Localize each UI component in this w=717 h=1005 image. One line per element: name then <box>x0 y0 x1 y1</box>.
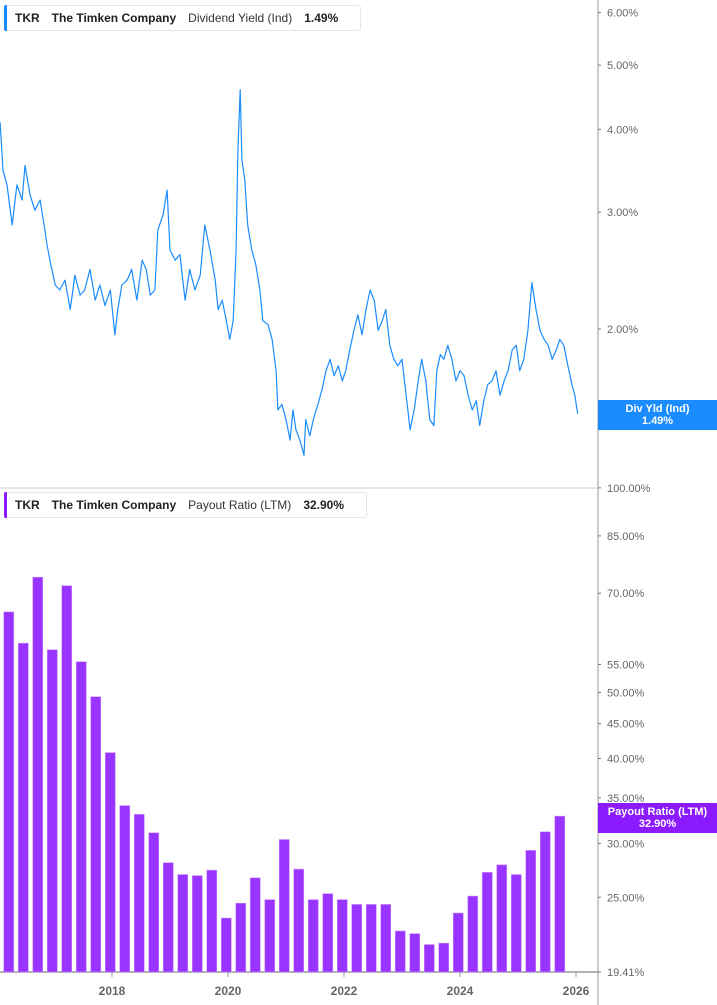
payout-bar <box>177 874 189 973</box>
payout-bar <box>3 611 15 973</box>
payout-bar <box>148 832 160 973</box>
legend-company: The Timken Company <box>51 11 177 25</box>
dividend-yield-value-tag: Div Yld (Ind) 1.49% <box>598 400 717 430</box>
payout-bar <box>17 642 29 973</box>
y-tick-label: 70.00% <box>607 588 645 600</box>
payout-bar <box>162 862 174 973</box>
legend-ticker: TKR <box>15 498 40 512</box>
payout-bar <box>32 576 44 973</box>
y-tick-label: 40.00% <box>607 753 645 765</box>
payout-bar <box>75 661 87 973</box>
payout-bar <box>293 868 305 973</box>
payout-bar <box>307 899 319 973</box>
legend-value: 32.90% <box>303 498 345 512</box>
payout-bar <box>525 850 537 973</box>
tag-label: Div Yld (Ind) <box>625 403 690 415</box>
y-tick-label: 5.00% <box>607 60 638 72</box>
tag-label: Payout Ratio (LTM) <box>607 806 708 818</box>
payout-bar <box>380 904 392 973</box>
legend-ticker: TKR <box>15 11 40 25</box>
y-tick-label: 50.00% <box>607 688 645 700</box>
payout-bar <box>365 904 377 973</box>
payout-bar <box>235 902 247 973</box>
payout-bar <box>394 930 406 973</box>
y-tick-label: 2.00% <box>607 324 638 336</box>
payout-bar <box>249 877 261 973</box>
payout-bar <box>119 805 131 973</box>
legend-value: 1.49% <box>304 11 339 25</box>
legend-metric: Payout Ratio (LTM) <box>188 498 292 512</box>
payout-bar <box>481 872 493 973</box>
payout-bar <box>191 875 203 973</box>
payout-bar <box>278 839 290 973</box>
x-tick-label: 2026 <box>563 984 590 998</box>
y-tick-label: 55.00% <box>607 659 645 671</box>
payout-bar <box>90 696 102 973</box>
y-tick-label: 45.00% <box>607 719 645 731</box>
payout-bar <box>46 649 58 973</box>
payout-bar <box>510 874 522 973</box>
x-tick-label: 2022 <box>331 984 358 998</box>
payout-bar <box>452 912 464 973</box>
payout-bar <box>133 814 145 973</box>
payout-bar <box>467 895 479 973</box>
payout-bar <box>554 815 566 973</box>
x-tick-label: 2018 <box>99 984 126 998</box>
payout-bar <box>351 904 363 973</box>
dividend-yield-legend: TKR The Timken Company Dividend Yield (I… <box>4 5 362 31</box>
payout-bar <box>220 917 232 973</box>
dividend-yield-line <box>0 89 579 456</box>
payout-bar <box>322 893 334 973</box>
payout-bar <box>104 752 116 973</box>
tag-value: 32.90% <box>638 818 677 830</box>
y-tick-label: 3.00% <box>607 207 638 219</box>
y-tick-label: 4.00% <box>607 124 638 136</box>
x-tick-label: 2024 <box>447 984 474 998</box>
legend-color-marker <box>4 5 7 31</box>
y-tick-label: 100.00% <box>607 483 651 495</box>
y-tick-label: 19.41% <box>607 967 645 979</box>
legend-color-marker <box>4 492 7 518</box>
payout-bars <box>3 576 566 973</box>
y-tick-label: 35.00% <box>607 793 645 805</box>
payout-bar <box>206 869 218 973</box>
payout-ratio-legend: TKR The Timken Company Payout Ratio (LTM… <box>4 492 368 518</box>
payout-bar <box>264 899 276 973</box>
payout-bar <box>409 933 421 973</box>
payout-bar <box>423 944 435 973</box>
legend-metric: Dividend Yield (Ind) <box>188 11 293 25</box>
y-tick-label: 30.00% <box>607 838 645 850</box>
payout-bar <box>61 585 73 973</box>
payout-bar <box>438 942 450 973</box>
y-tick-label: 25.00% <box>607 892 645 904</box>
tick-labels: 6.00% 5.00% 4.00% 3.00% 2.00% 100.00% 85.00% 70… <box>99 8 651 998</box>
dividend-yield-series <box>0 89 579 456</box>
payout-ratio-value-tag: Payout Ratio (LTM) 32.90% <box>598 803 717 833</box>
x-tick-label: 2020 <box>215 984 242 998</box>
y-tick-label: 85.00% <box>607 531 645 543</box>
payout-bar <box>496 864 508 973</box>
legend-company: The Timken Company <box>51 498 177 512</box>
payout-bar <box>336 899 348 973</box>
payout-bar <box>539 831 551 973</box>
tag-value: 1.49% <box>641 415 674 427</box>
y-tick-label: 6.00% <box>607 8 638 20</box>
